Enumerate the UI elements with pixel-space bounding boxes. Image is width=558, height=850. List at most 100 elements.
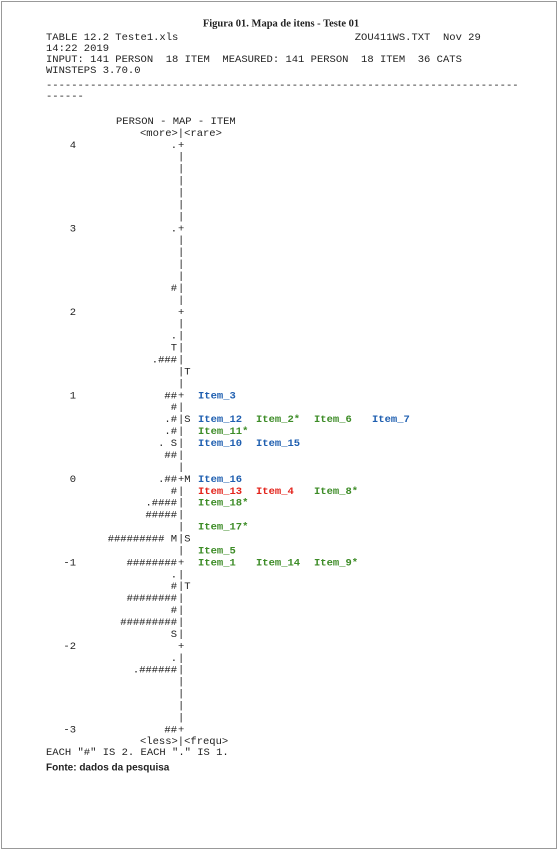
axis: | — [178, 211, 184, 223]
persons: . — [171, 653, 177, 665]
persons: ######## — [127, 593, 177, 605]
axis: + — [178, 390, 184, 402]
persons: # — [171, 402, 177, 414]
axis: | — [178, 689, 184, 701]
axis: |T — [178, 581, 191, 593]
persons: .# — [164, 414, 177, 426]
persons: .# — [164, 426, 177, 438]
persons: # — [171, 283, 177, 295]
axis: + — [178, 140, 184, 152]
title: Figura 01. Mapa de itens - Teste 01 — [203, 18, 359, 29]
axis: | — [178, 402, 184, 414]
axis: | — [178, 355, 184, 367]
axis: +M — [178, 474, 191, 486]
header-line: ----------------------------------------… — [46, 80, 519, 92]
scale-label: 3 — [70, 223, 76, 235]
axis: | — [178, 176, 184, 188]
item: Item_11* — [198, 426, 248, 438]
persons: # — [171, 581, 177, 593]
scale-label: -2 — [63, 641, 76, 653]
scale-label: 0 — [70, 474, 76, 486]
axis: | — [178, 378, 184, 390]
persons: .###### — [133, 665, 177, 677]
persons: T — [171, 343, 177, 355]
persons: . S — [158, 438, 177, 450]
persons: ######## — [127, 557, 177, 569]
persons: ## — [164, 724, 177, 736]
axis: |S — [178, 414, 191, 426]
map-heading: PERSON - MAP - ITEM — [116, 116, 236, 128]
item: Item_12 — [198, 414, 242, 426]
persons: .#### — [145, 498, 177, 510]
axis: | — [178, 700, 184, 712]
axis: + — [178, 724, 184, 736]
persons: ## — [164, 390, 177, 402]
item: Item_16 — [198, 474, 242, 486]
persons: S — [171, 629, 177, 641]
header-line: ------ — [46, 91, 84, 103]
persons: . — [171, 223, 177, 235]
axis: | — [178, 593, 184, 605]
axis: | — [178, 188, 184, 200]
item: Item_3 — [198, 390, 236, 402]
persons: # — [171, 605, 177, 617]
persons: ######### — [120, 617, 177, 629]
axis: |T — [178, 366, 191, 378]
axis: | — [178, 498, 184, 510]
axis: | — [178, 605, 184, 617]
axis: | — [178, 450, 184, 462]
persons: . — [171, 331, 177, 343]
axis: | — [178, 617, 184, 629]
item: Item_15 — [256, 438, 300, 450]
axis: | — [178, 199, 184, 211]
axis: | — [178, 235, 184, 247]
persons: # — [171, 486, 177, 498]
item: Item_10 — [198, 438, 242, 450]
scale-label: -1 — [63, 557, 76, 569]
header-line: WINSTEPS 3.70.0 — [46, 65, 141, 77]
axis: + — [178, 307, 184, 319]
axis: | — [178, 152, 184, 164]
scale-label: 1 — [70, 390, 76, 402]
map-top: <more>|<rare> — [140, 128, 222, 140]
axis: + — [178, 641, 184, 653]
axis: | — [178, 426, 184, 438]
axis: | — [178, 295, 184, 307]
item: Item_13 — [198, 486, 242, 498]
axis: |S — [178, 533, 191, 545]
persons: ######### M — [108, 533, 177, 545]
source: Fonte: dados da pesquisa — [46, 763, 170, 774]
item: Item_6 — [314, 414, 352, 426]
axis: | — [178, 438, 184, 450]
axis: | — [178, 271, 184, 283]
axis: | — [178, 331, 184, 343]
item: Item_4 — [256, 486, 294, 498]
axis: | — [178, 522, 184, 534]
axis: | — [178, 247, 184, 259]
axis: | — [178, 629, 184, 641]
footer: EACH "#" IS 2. EACH "." IS 1. — [46, 747, 229, 759]
axis: | — [178, 510, 184, 522]
persons: . — [171, 569, 177, 581]
axis: | — [178, 569, 184, 581]
scale-label: 4 — [70, 140, 76, 152]
persons: ##### — [145, 510, 177, 522]
item: Item_9* — [314, 557, 358, 569]
axis: | — [178, 283, 184, 295]
axis: | — [178, 164, 184, 176]
item: Item_7 — [372, 414, 410, 426]
scale-label: -3 — [63, 724, 76, 736]
persons: ## — [164, 450, 177, 462]
axis: | — [178, 545, 184, 557]
item: Item_2* — [256, 414, 300, 426]
item: Item_17* — [198, 522, 248, 534]
item: Item_14 — [256, 557, 300, 569]
axis: | — [178, 319, 184, 331]
axis: | — [178, 462, 184, 474]
axis: | — [178, 665, 184, 677]
axis: + — [178, 557, 184, 569]
header-line: TABLE 12.2 Teste1.xls ZOU411WS.TXT Nov 2… — [46, 32, 481, 44]
axis: + — [178, 223, 184, 235]
